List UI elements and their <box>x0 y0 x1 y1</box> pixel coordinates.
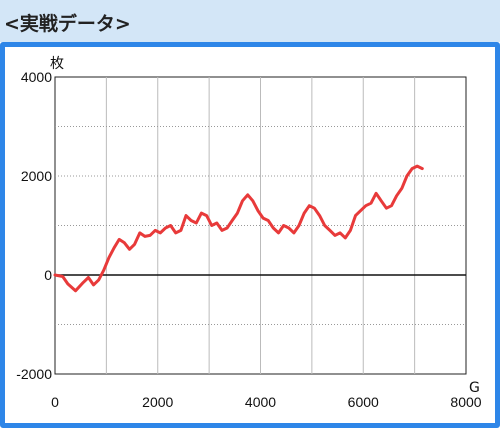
y-tick-label: 2000 <box>21 168 52 184</box>
grid <box>55 77 466 374</box>
x-tick-label: 0 <box>51 394 59 410</box>
header-bar: <実戦データ> <box>0 0 500 42</box>
x-tick-label: 6000 <box>348 394 379 410</box>
tick-labels: 4000 2000 0 -2000 0 2000 4000 6000 8000 <box>16 69 482 410</box>
y-tick-label: 4000 <box>21 69 52 85</box>
y-unit-label: 枚 <box>50 56 64 72</box>
x-tick-label: 8000 <box>450 394 481 410</box>
series-group <box>53 164 424 293</box>
y-tick-label: 0 <box>44 267 52 283</box>
x-tick-label: 4000 <box>245 394 276 410</box>
series-line <box>53 164 424 293</box>
x-tick-label: 2000 <box>142 394 173 410</box>
x-unit-label: G <box>469 380 480 396</box>
section-title: <実戦データ> <box>4 13 131 35</box>
y-tick-label: -2000 <box>16 366 52 382</box>
